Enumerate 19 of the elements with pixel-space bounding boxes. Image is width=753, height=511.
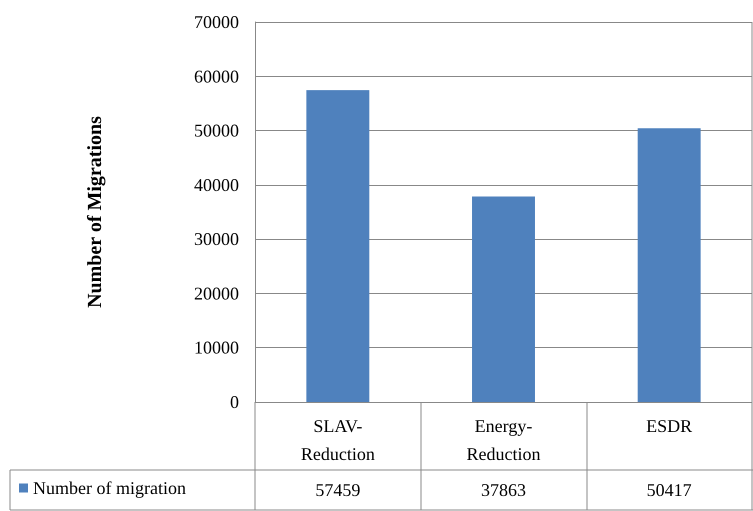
y-axis-title: Number of Migrations xyxy=(84,116,106,308)
x-tick-label: SLAV-Reduction xyxy=(300,416,375,464)
data-label: 37863 xyxy=(481,480,526,500)
y-tick-label: 10000 xyxy=(194,338,239,358)
x-tick-label: ESDR xyxy=(646,416,692,436)
x-tick-label: Energy-Reduction xyxy=(466,416,540,464)
bar xyxy=(472,196,535,402)
bar xyxy=(638,128,701,402)
y-tick-label: 0 xyxy=(230,392,239,412)
data-label: 50417 xyxy=(646,480,692,500)
y-tick-label: 50000 xyxy=(194,120,239,141)
y-tick-label: 20000 xyxy=(194,283,239,304)
bar xyxy=(306,90,370,402)
data-label: 57459 xyxy=(315,480,360,500)
y-tick-label: 70000 xyxy=(194,12,239,32)
y-tick-label: 40000 xyxy=(194,174,239,195)
legend-label: Number of migration xyxy=(33,478,186,498)
y-tick-label: 60000 xyxy=(194,66,239,86)
y-tick-label: 30000 xyxy=(194,229,239,250)
